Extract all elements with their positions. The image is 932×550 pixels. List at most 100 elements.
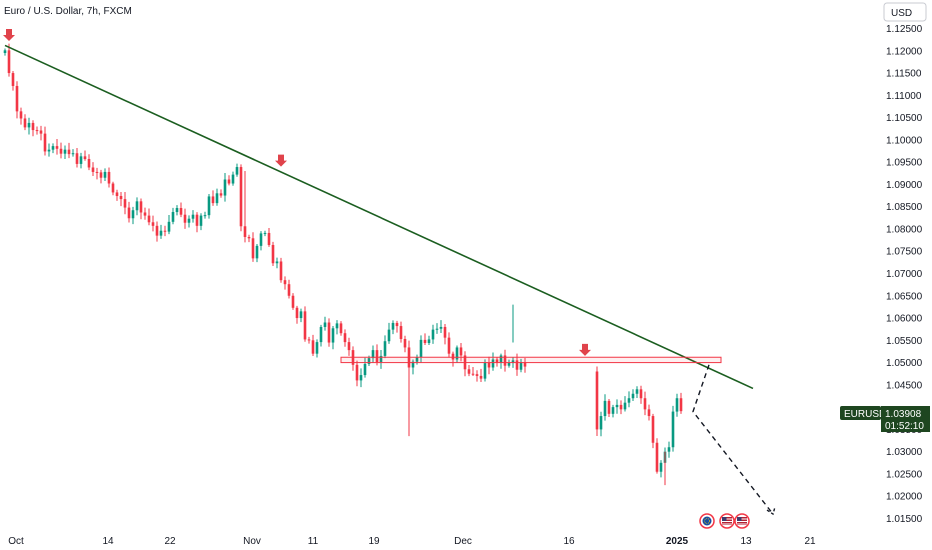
candle-body xyxy=(631,393,635,399)
time-tick-label: Oct xyxy=(8,536,24,547)
currency-button[interactable]: USD xyxy=(883,2,927,22)
candle-body xyxy=(303,311,307,340)
price-tick-label: 1.10500 xyxy=(886,113,923,124)
symbol-tag[interactable]: EURUSD xyxy=(840,406,886,420)
candle-body xyxy=(523,362,527,367)
candle-body xyxy=(395,322,399,327)
price-tick-label: 1.07500 xyxy=(886,247,923,258)
candle-body xyxy=(19,111,23,119)
candle-body xyxy=(55,146,59,149)
candle-body xyxy=(671,411,675,448)
candle-body xyxy=(451,353,455,360)
time-tick-label: 11 xyxy=(308,536,319,547)
candle-body xyxy=(287,284,291,296)
candle-body xyxy=(423,339,427,343)
candle-body xyxy=(343,333,347,343)
candle-body xyxy=(15,85,19,112)
candle-body xyxy=(331,328,335,343)
candle-body xyxy=(659,462,663,472)
candle-body xyxy=(639,389,643,399)
candle-body xyxy=(291,295,295,308)
candle-body xyxy=(131,210,135,219)
candles xyxy=(3,43,683,486)
candle-body xyxy=(399,326,403,339)
candle-body xyxy=(187,218,191,223)
candle-body xyxy=(503,355,507,366)
candle-body xyxy=(599,416,603,430)
candle-body xyxy=(259,233,263,246)
candle-body xyxy=(515,360,519,370)
candle-body xyxy=(3,50,7,53)
candle-body xyxy=(347,342,351,351)
candle-body xyxy=(295,307,299,319)
candle-body xyxy=(43,133,47,152)
candle-body xyxy=(327,322,331,343)
time-tick-label: 21 xyxy=(804,536,816,547)
time-tick-label: 16 xyxy=(563,536,575,547)
candle-body xyxy=(435,328,439,330)
candle-body xyxy=(79,156,83,164)
price-tick-label: 1.05000 xyxy=(886,358,923,369)
candle-body xyxy=(127,207,131,219)
price-tick-label: 1.09000 xyxy=(886,180,923,191)
candle-body xyxy=(475,374,479,376)
candle-body xyxy=(239,167,243,227)
candle-body xyxy=(487,362,491,368)
candle-body xyxy=(167,221,171,232)
candle-body xyxy=(199,215,203,226)
price-tick-label: 1.10000 xyxy=(886,135,923,146)
candle-body xyxy=(311,340,315,354)
price-tick-label: 1.06000 xyxy=(886,314,923,325)
price-axis[interactable]: 1.12500 1.12000 1.11500 1.11000 1.10500 1.100… xyxy=(886,24,923,525)
time-tick-label: 2025 xyxy=(666,536,689,547)
candle-body xyxy=(319,326,323,343)
price-tick-label: 1.09500 xyxy=(886,158,923,169)
candle-body xyxy=(655,442,659,472)
candle-body xyxy=(227,179,231,184)
candle-body xyxy=(71,153,75,155)
candle-body xyxy=(111,183,115,193)
candle-body xyxy=(179,208,183,215)
candle-body xyxy=(411,361,415,368)
candle-body xyxy=(247,236,251,239)
time-axis[interactable]: Oct 14 22 Nov 11 19 Dec 16 2025 13 21 xyxy=(8,536,816,547)
price-tick-label: 1.03000 xyxy=(886,447,923,458)
time-tick-label: Nov xyxy=(243,536,261,547)
price-tick-label: 1.02000 xyxy=(886,492,923,503)
support-zone xyxy=(340,356,722,364)
candle-body xyxy=(175,208,179,213)
time-tick-label: 19 xyxy=(368,536,380,547)
candle-body xyxy=(499,355,503,363)
candle-body xyxy=(647,409,651,417)
last-price-tag: 1.03908 01:52:10 xyxy=(881,406,930,432)
candle-body xyxy=(519,362,523,370)
candle-body xyxy=(271,244,275,264)
candle-body xyxy=(63,149,67,154)
time-tick-label: 22 xyxy=(164,536,176,547)
candle-body xyxy=(231,174,235,184)
candle-body xyxy=(183,214,187,223)
candle-body xyxy=(299,311,303,319)
price-tick-label: 1.05500 xyxy=(886,336,923,347)
candle-body xyxy=(371,350,375,359)
candle-body xyxy=(123,199,127,208)
overlays xyxy=(3,28,776,516)
projection-path xyxy=(692,364,774,515)
candle-body xyxy=(67,149,71,155)
candle-body xyxy=(279,261,283,281)
candle-body xyxy=(367,358,371,364)
event-icons[interactable] xyxy=(699,513,750,529)
candle-body xyxy=(75,153,79,164)
candle-body xyxy=(491,359,495,368)
candle-body xyxy=(23,118,27,128)
candle-body xyxy=(203,215,207,217)
symbol-tag-label: EURUSD xyxy=(844,409,886,420)
bar-countdown: 01:52:10 xyxy=(885,421,924,432)
candle-body xyxy=(95,171,99,173)
candle-body xyxy=(363,363,367,376)
candle-body xyxy=(47,149,51,152)
candle-body xyxy=(607,400,611,414)
trendline xyxy=(4,44,754,390)
candle-body xyxy=(611,407,615,414)
